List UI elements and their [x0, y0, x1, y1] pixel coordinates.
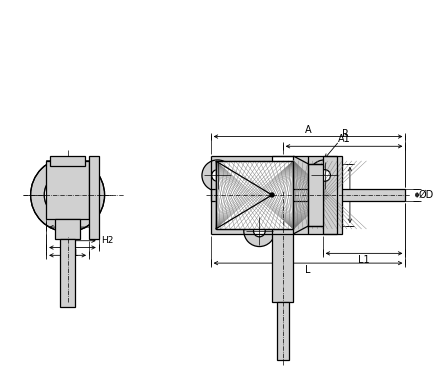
Text: ØD: ØD — [419, 190, 434, 200]
Circle shape — [244, 216, 275, 247]
Circle shape — [31, 158, 105, 232]
Circle shape — [211, 170, 223, 182]
Circle shape — [319, 170, 330, 182]
Bar — [323, 156, 342, 234]
Polygon shape — [215, 161, 293, 229]
Text: L1: L1 — [358, 255, 370, 265]
Circle shape — [253, 225, 265, 237]
Bar — [211, 189, 405, 201]
Circle shape — [44, 171, 91, 218]
Polygon shape — [46, 161, 89, 163]
Text: D2: D2 — [352, 190, 366, 200]
Circle shape — [58, 185, 77, 205]
Bar — [89, 156, 99, 239]
Bar — [55, 219, 80, 239]
Circle shape — [309, 160, 340, 191]
Bar — [50, 156, 85, 166]
Polygon shape — [272, 156, 293, 195]
Bar — [277, 302, 289, 360]
Text: A: A — [305, 125, 311, 135]
Bar — [308, 164, 323, 226]
Bar — [60, 239, 75, 307]
Text: ØD1: ØD1 — [63, 216, 82, 225]
Text: H: H — [64, 257, 71, 266]
Text: H2: H2 — [101, 236, 113, 245]
Text: L: L — [305, 265, 311, 275]
Text: H1: H1 — [66, 250, 79, 259]
Text: A1: A1 — [338, 134, 351, 144]
Bar — [272, 195, 293, 302]
Circle shape — [202, 160, 233, 191]
Circle shape — [270, 193, 274, 197]
Bar — [46, 161, 89, 219]
Text: R: R — [325, 128, 349, 158]
Bar — [211, 156, 337, 234]
